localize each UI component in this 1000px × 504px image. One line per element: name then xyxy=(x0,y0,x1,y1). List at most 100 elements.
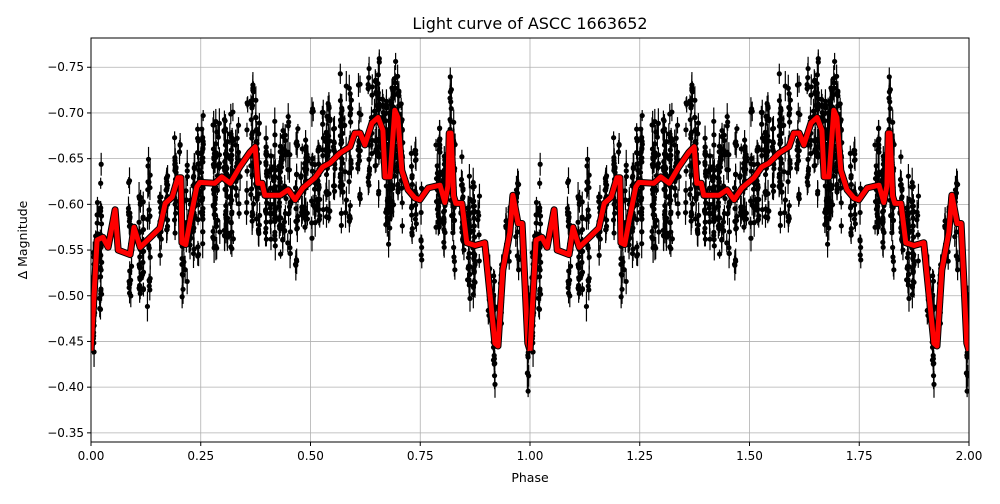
data-point xyxy=(344,197,349,202)
data-point xyxy=(348,161,353,166)
data-point xyxy=(795,82,800,87)
data-point xyxy=(717,251,722,256)
data-point xyxy=(858,210,863,215)
data-point xyxy=(786,86,791,91)
data-point xyxy=(217,229,222,234)
data-point xyxy=(250,213,255,218)
data-point xyxy=(355,161,360,166)
data-point xyxy=(717,162,722,167)
data-point xyxy=(759,122,764,127)
data-point xyxy=(278,162,283,167)
data-point xyxy=(876,172,881,177)
data-point xyxy=(95,212,100,217)
data-point xyxy=(616,149,621,154)
data-point xyxy=(669,109,674,114)
data-point xyxy=(634,136,639,141)
data-point xyxy=(293,141,298,146)
data-point xyxy=(222,118,227,123)
data-point xyxy=(931,279,936,284)
data-point xyxy=(470,185,475,190)
data-point xyxy=(212,212,217,217)
data-point xyxy=(373,79,378,84)
data-point xyxy=(887,119,892,124)
data-point xyxy=(294,226,299,231)
data-point xyxy=(180,287,185,292)
data-point xyxy=(294,172,299,177)
data-point xyxy=(400,223,405,228)
data-point xyxy=(268,167,273,172)
data-point xyxy=(675,201,680,206)
data-point xyxy=(98,181,103,186)
data-point xyxy=(794,161,799,166)
data-point xyxy=(597,194,602,199)
data-point xyxy=(890,254,895,259)
data-point xyxy=(707,237,712,242)
data-point xyxy=(596,199,601,204)
data-point xyxy=(603,175,608,180)
data-point xyxy=(200,197,205,202)
data-point xyxy=(467,174,472,179)
data-point xyxy=(759,153,764,158)
data-point xyxy=(805,180,810,185)
data-point xyxy=(656,229,661,234)
data-point xyxy=(229,246,234,251)
data-point xyxy=(733,172,738,177)
data-point xyxy=(309,236,314,241)
data-point xyxy=(899,194,904,199)
data-point xyxy=(809,84,814,89)
data-point xyxy=(224,166,229,171)
data-point xyxy=(760,136,765,141)
data-point xyxy=(695,227,700,232)
data-point xyxy=(906,296,911,301)
data-point xyxy=(436,220,441,225)
data-point xyxy=(707,185,712,190)
data-point xyxy=(785,179,790,184)
data-point xyxy=(526,373,531,378)
data-point xyxy=(369,142,374,147)
data-point xyxy=(881,245,886,250)
data-point xyxy=(716,200,721,205)
data-point xyxy=(217,121,222,126)
data-point xyxy=(726,167,731,172)
data-point xyxy=(611,230,616,235)
data-point xyxy=(99,162,104,167)
data-point xyxy=(321,207,326,212)
data-point xyxy=(268,219,273,224)
data-point xyxy=(272,230,277,235)
data-point xyxy=(787,203,792,208)
data-point xyxy=(565,180,570,185)
data-point xyxy=(624,163,629,168)
data-point xyxy=(702,160,707,165)
data-point xyxy=(399,101,404,106)
data-point xyxy=(293,185,298,190)
data-point xyxy=(268,185,273,190)
data-point xyxy=(148,255,153,260)
data-point xyxy=(409,151,414,156)
data-point xyxy=(472,210,477,215)
data-point xyxy=(711,142,716,147)
data-point xyxy=(876,148,881,153)
data-point xyxy=(538,162,543,167)
data-point xyxy=(451,245,456,250)
data-point xyxy=(536,306,541,311)
data-point xyxy=(437,148,442,153)
data-point xyxy=(787,91,792,96)
data-point xyxy=(200,241,205,246)
data-point xyxy=(742,169,747,174)
data-point xyxy=(347,105,352,110)
data-point xyxy=(805,157,810,162)
data-point xyxy=(806,172,811,177)
data-point xyxy=(876,126,881,131)
data-point xyxy=(696,121,701,126)
data-point xyxy=(849,233,854,238)
data-point xyxy=(449,106,454,111)
data-point xyxy=(264,149,269,154)
data-point xyxy=(915,232,920,237)
data-point xyxy=(805,66,810,71)
data-point xyxy=(97,296,102,301)
data-point xyxy=(448,74,453,79)
data-point xyxy=(295,126,300,131)
data-point xyxy=(324,172,329,177)
data-point xyxy=(707,167,712,172)
